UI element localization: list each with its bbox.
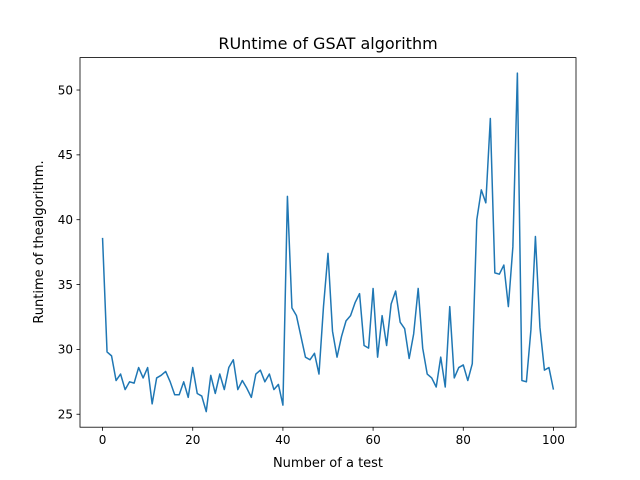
chart-title: RUntime of GSAT algorithm xyxy=(218,34,437,53)
x-axis-label: Number of a test xyxy=(273,456,383,471)
y-tick-label: 30 xyxy=(58,343,73,357)
y-tick-label: 35 xyxy=(58,278,73,292)
y-tick-label: 50 xyxy=(58,83,73,97)
series-line-0 xyxy=(101,72,555,413)
x-tick-label: 80 xyxy=(456,433,471,447)
x-tick-label: 100 xyxy=(542,433,565,447)
y-tick-label: 25 xyxy=(58,408,73,422)
x-tick-label: 20 xyxy=(185,433,200,447)
x-tick-label: 0 xyxy=(99,433,107,447)
plot-frame xyxy=(79,57,577,428)
y-tick-label: 45 xyxy=(58,148,73,162)
y-tick-label: 40 xyxy=(58,213,73,227)
x-tick-label: 40 xyxy=(275,433,290,447)
x-tick-label: 60 xyxy=(365,433,380,447)
y-axis-label: Runtime of thealgorithm. xyxy=(32,160,47,323)
